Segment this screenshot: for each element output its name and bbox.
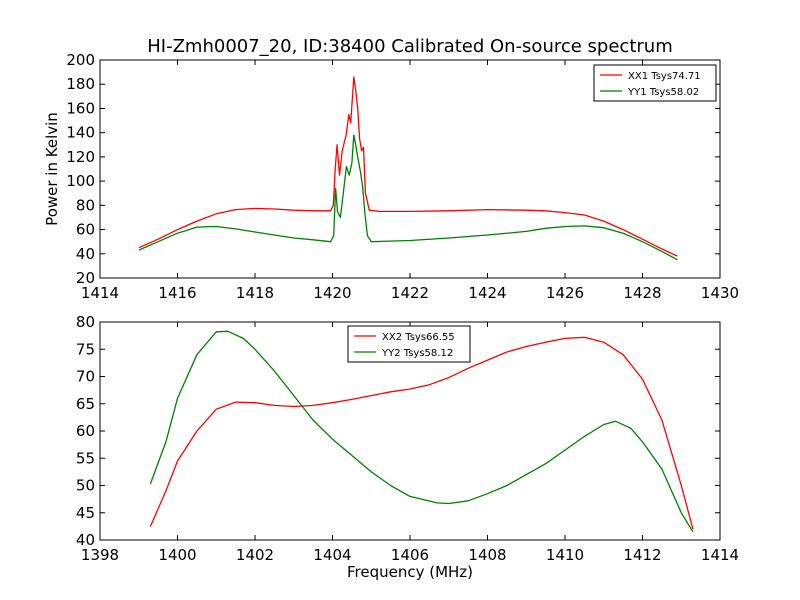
y-tick-label: 65	[76, 395, 95, 413]
series-line-2	[138, 134, 678, 261]
x-tick-label: 1428	[623, 284, 661, 302]
y-tick-label: 120	[66, 148, 95, 166]
x-tick-label: 1404	[313, 546, 351, 564]
x-tick-label: 1410	[546, 546, 584, 564]
y-tick-label: 40	[76, 245, 95, 263]
y-tick-label: 20	[76, 269, 95, 287]
x-tick-label: 1400	[158, 546, 196, 564]
y-tick-label: 60	[76, 422, 95, 440]
x-tick-label: 1408	[468, 546, 506, 564]
y-tick-label: 40	[76, 531, 95, 549]
series-line-2	[149, 330, 694, 533]
bottom-subplot: 1398 1400 1402 1404 1406 1408 1410 1412 1414 40 45…	[76, 313, 739, 581]
y-tick-label: 100	[66, 172, 95, 190]
legend-label: YY1 Tsys58.02	[627, 87, 699, 98]
legend-label: XX1 Tsys74.71	[628, 71, 701, 82]
y-tick-label: 80	[76, 196, 95, 214]
x-tick-label: 1412	[623, 546, 661, 564]
y-tick-label: 55	[76, 449, 95, 467]
x-tick-label: 1430	[701, 284, 739, 302]
x-tick-label: 1398	[81, 546, 119, 564]
legend: XX1 Tsys74.71 YY1 Tsys58.02	[593, 64, 717, 102]
x-tick-label: 1414	[701, 546, 739, 564]
y-tick-label: 160	[66, 99, 95, 117]
y-tick-label: 140	[66, 124, 95, 142]
top-subplot: 1414 1416 1418 1420 1422 1424 1426 1428 1430 20 40…	[43, 51, 739, 302]
x-tick-label: 1420	[313, 284, 351, 302]
y-tick-label: 45	[76, 504, 95, 522]
y-tick-label: 180	[66, 75, 95, 93]
y-tick-label: 75	[76, 340, 95, 358]
legend-box	[347, 325, 471, 363]
legend-box	[593, 64, 717, 102]
legend-label: XX2 Tsys66.55	[382, 332, 455, 343]
legend: XX2 Tsys66.55 YY2 Tsys58.12	[347, 325, 471, 363]
x-tick-label: 1416	[158, 284, 196, 302]
x-tick-label: 1424	[468, 284, 506, 302]
x-tick-label: 1406	[391, 546, 429, 564]
series-line-1	[149, 336, 694, 530]
y-tick-label: 200	[66, 51, 95, 69]
y-tick-label: 80	[76, 313, 95, 331]
x-axis-label: Frequency (MHz)	[347, 563, 473, 581]
x-tick-label: 1422	[391, 284, 429, 302]
y-tick-label: 50	[76, 477, 95, 495]
series-line-1	[138, 76, 678, 257]
x-tick-label: 1418	[236, 284, 274, 302]
x-tick-label: 1426	[546, 284, 584, 302]
legend-label: YY2 Tsys58.12	[381, 348, 453, 359]
y-tick-label: 60	[76, 221, 95, 239]
x-tick-label: 1402	[236, 546, 274, 564]
y-tick-label: 70	[76, 368, 95, 386]
x-tick-label: 1414	[81, 284, 119, 302]
y-axis-label: Power in Kelvin	[43, 112, 61, 226]
chart-title: HI-Zmh0007_20, ID:38400 Calibrated On-so…	[147, 36, 672, 57]
